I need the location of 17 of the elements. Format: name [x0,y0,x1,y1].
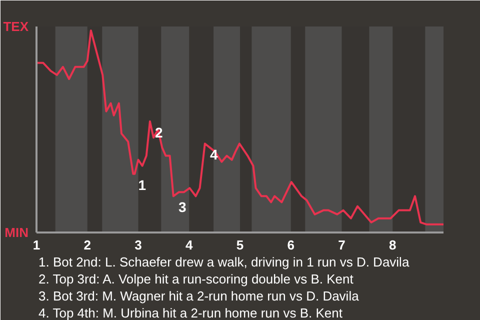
x-tick-label: 7 [338,238,346,252]
text: MIN [4,225,29,240]
annotation: 1 [138,176,146,193]
x-tick-label: 5 [236,238,244,252]
x-tick-label: 8 [389,238,396,252]
text: 3. Bot 3rd: M. Wagner hit a 2-run home run vs D. Davila [38,288,360,304]
x-tick-label: 1 [32,238,40,252]
x-tick-label: 2 [84,238,91,252]
x-tick-label: 6 [287,238,294,252]
text: 4. Top 4th: M. Urbina hit a 2-run home run vs B. Kent [38,306,343,320]
annotation: 3 [178,199,186,216]
annotation: 4 [210,146,218,163]
x-tick-label: 4 [186,238,194,252]
text: TEX [3,19,29,34]
text: 2. Top 3rd: A. Volpe hit a run-scoring double vs B. Kent [38,272,354,286]
text: 1. Bot 2nd: L. Schaefer drew a walk, driving in 1 run vs D. Davila [38,254,410,270]
x-tick-label: 3 [134,238,142,252]
